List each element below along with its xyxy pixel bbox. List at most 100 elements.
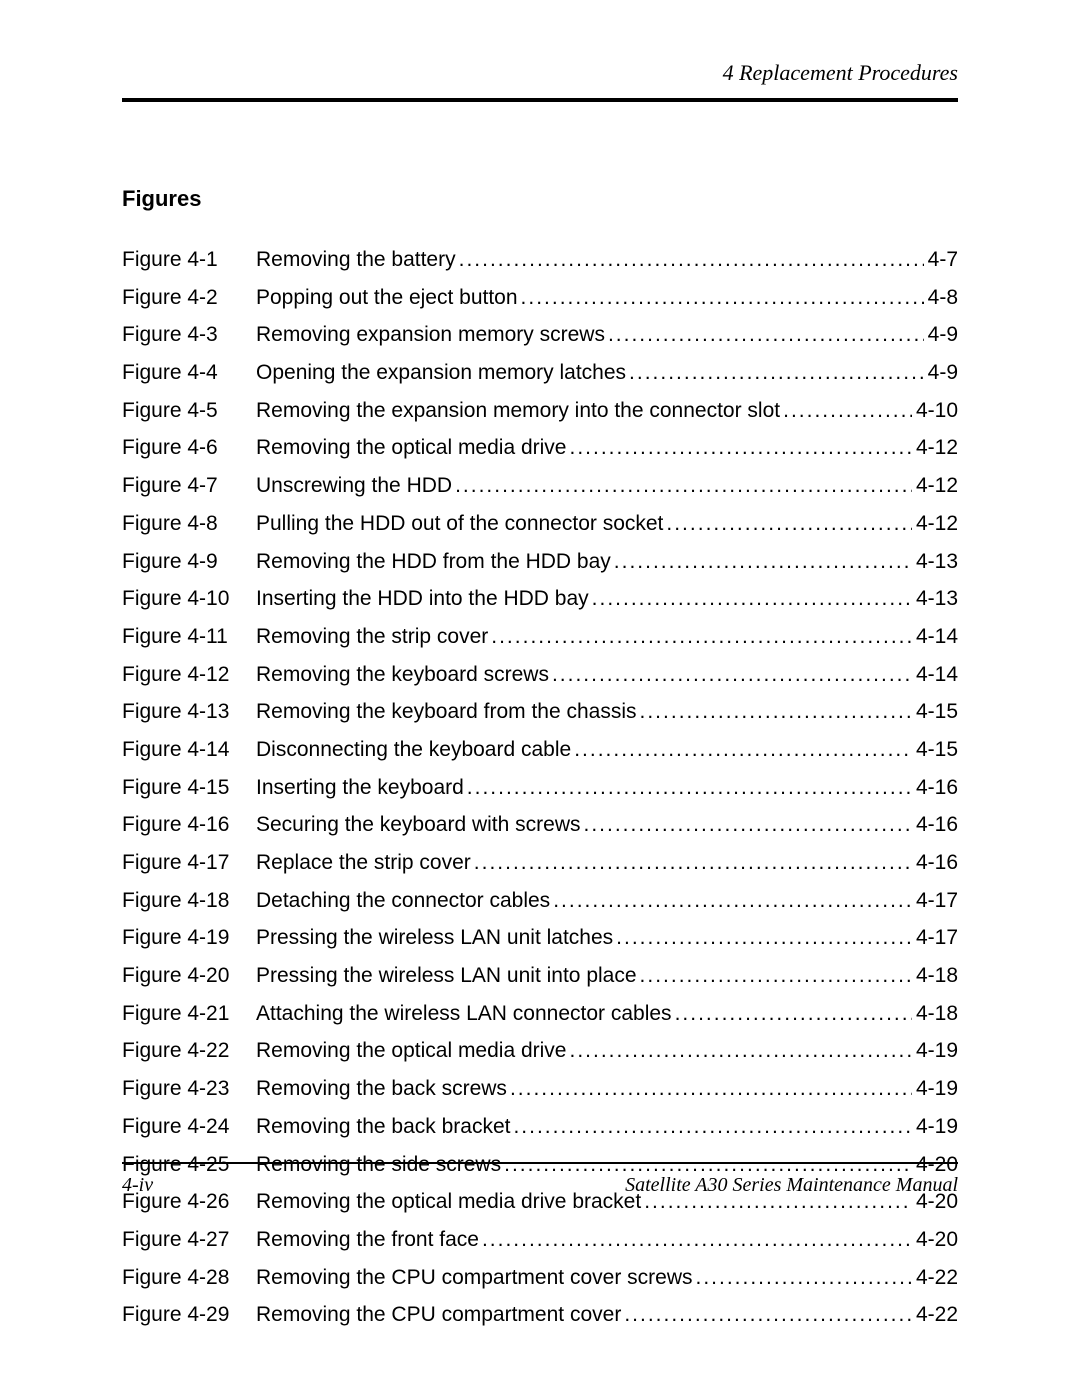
toc-leader-dots xyxy=(471,851,912,875)
toc-leader-dots xyxy=(452,474,912,498)
toc-page-number: 4-14 xyxy=(912,663,958,687)
toc-page-number: 4-15 xyxy=(912,700,958,724)
toc-figure-label: Figure 4-5 xyxy=(122,399,256,423)
toc-row: Figure 4-27Removing the front face4-20 xyxy=(122,1228,958,1252)
toc-figure-title: Inserting the keyboard xyxy=(256,776,464,800)
toc-leader-dots xyxy=(456,248,924,272)
toc-page-number: 4-14 xyxy=(912,625,958,649)
toc-figure-title: Removing the optical media drive xyxy=(256,1039,567,1063)
toc-figure-title: Removing the strip cover xyxy=(256,625,488,649)
toc-figure-title: Unscrewing the HDD xyxy=(256,474,452,498)
toc-figure-label: Figure 4-16 xyxy=(122,813,256,837)
toc-leader-dots xyxy=(663,512,912,536)
toc-page-number: 4-16 xyxy=(912,776,958,800)
toc-row: Figure 4-18Detaching the connector cable… xyxy=(122,889,958,913)
toc-figure-title: Removing the HDD from the HDD bay xyxy=(256,550,611,574)
toc-figure-label: Figure 4-27 xyxy=(122,1228,256,1252)
toc-figure-label: Figure 4-20 xyxy=(122,964,256,988)
toc-figure-title: Removing the expansion memory into the c… xyxy=(256,399,780,423)
toc-page-number: 4-16 xyxy=(912,851,958,875)
toc-figure-title: Pressing the wireless LAN unit latches xyxy=(256,926,613,950)
toc-leader-dots xyxy=(571,738,912,762)
toc-figure-title: Pressing the wireless LAN unit into plac… xyxy=(256,964,637,988)
toc-page-number: 4-9 xyxy=(924,323,958,347)
toc-leader-dots xyxy=(605,323,924,347)
toc-row: Figure 4-3Removing expansion memory scre… xyxy=(122,323,958,347)
toc-page-number: 4-13 xyxy=(912,587,958,611)
toc-figure-title: Disconnecting the keyboard cable xyxy=(256,738,571,762)
toc-leader-dots xyxy=(581,813,912,837)
toc-figure-label: Figure 4-19 xyxy=(122,926,256,950)
toc-leader-dots xyxy=(567,436,912,460)
toc-row: Figure 4-13Removing the keyboard from th… xyxy=(122,700,958,724)
toc-figure-title: Popping out the eject button xyxy=(256,286,518,310)
toc-page-number: 4-12 xyxy=(912,512,958,536)
toc-row: Figure 4-7Unscrewing the HDD4-12 xyxy=(122,474,958,498)
toc-leader-dots xyxy=(464,776,912,800)
toc-figure-label: Figure 4-17 xyxy=(122,851,256,875)
toc-row: Figure 4-23Removing the back screws4-19 xyxy=(122,1077,958,1101)
toc-page-number: 4-16 xyxy=(912,813,958,837)
figures-heading: Figures xyxy=(122,186,958,212)
toc-leader-dots xyxy=(613,926,912,950)
page-footer: 4-iv Satellite A30 Series Maintenance Ma… xyxy=(122,1162,958,1197)
toc-figure-label: Figure 4-13 xyxy=(122,700,256,724)
toc-page-number: 4-12 xyxy=(912,436,958,460)
toc-row: Figure 4-22Removing the optical media dr… xyxy=(122,1039,958,1063)
toc-figure-label: Figure 4-29 xyxy=(122,1303,256,1327)
toc-row: Figure 4-9Removing the HDD from the HDD … xyxy=(122,550,958,574)
toc-leader-dots xyxy=(507,1077,912,1101)
footer-page-number: 4-iv xyxy=(122,1174,153,1197)
toc-row: Figure 4-28Removing the CPU compartment … xyxy=(122,1266,958,1290)
toc-leader-dots xyxy=(589,587,912,611)
toc-leader-dots xyxy=(510,1115,912,1139)
toc-leader-dots xyxy=(550,889,912,913)
toc-leader-dots xyxy=(780,399,912,423)
toc-figure-title: Pulling the HDD out of the connector soc… xyxy=(256,512,663,536)
toc-row: Figure 4-15Inserting the keyboard4-16 xyxy=(122,776,958,800)
toc-figure-label: Figure 4-10 xyxy=(122,587,256,611)
toc-row: Figure 4-8Pulling the HDD out of the con… xyxy=(122,512,958,536)
toc-row: Figure 4-12Removing the keyboard screws4… xyxy=(122,663,958,687)
toc-figure-label: Figure 4-28 xyxy=(122,1266,256,1290)
toc-leader-dots xyxy=(611,550,912,574)
toc-figure-label: Figure 4-21 xyxy=(122,1002,256,1026)
page: 4 Replacement Procedures Figures Figure … xyxy=(0,0,1080,1397)
toc-page-number: 4-20 xyxy=(912,1228,958,1252)
toc-leader-dots xyxy=(692,1266,911,1290)
toc-page-number: 4-10 xyxy=(912,399,958,423)
toc-figure-title: Attaching the wireless LAN connector cab… xyxy=(256,1002,672,1026)
toc-page-number: 4-18 xyxy=(912,964,958,988)
toc-row: Figure 4-14Disconnecting the keyboard ca… xyxy=(122,738,958,762)
toc-row: Figure 4-24Removing the back bracket 4-19 xyxy=(122,1115,958,1139)
toc-leader-dots xyxy=(672,1002,912,1026)
toc-page-number: 4-17 xyxy=(912,926,958,950)
toc-row: Figure 4-16Securing the keyboard with sc… xyxy=(122,813,958,837)
toc-page-number: 4-7 xyxy=(924,248,958,272)
toc-figure-title: Removing expansion memory screws xyxy=(256,323,605,347)
toc-figure-title: Securing the keyboard with screws xyxy=(256,813,581,837)
toc-row: Figure 4-5Removing the expansion memory … xyxy=(122,399,958,423)
toc-row: Figure 4-29Removing the CPU compartment … xyxy=(122,1303,958,1327)
toc-row: Figure 4-10Inserting the HDD into the HD… xyxy=(122,587,958,611)
toc-row: Figure 4-20Pressing the wireless LAN uni… xyxy=(122,964,958,988)
toc-page-number: 4-18 xyxy=(912,1002,958,1026)
toc-leader-dots xyxy=(621,1303,912,1327)
toc-figure-label: Figure 4-14 xyxy=(122,738,256,762)
toc-figure-title: Inserting the HDD into the HDD bay xyxy=(256,587,589,611)
toc-row: Figure 4-19Pressing the wireless LAN uni… xyxy=(122,926,958,950)
toc-page-number: 4-8 xyxy=(924,286,958,310)
toc-page-number: 4-13 xyxy=(912,550,958,574)
toc-row: Figure 4-4Opening the expansion memory l… xyxy=(122,361,958,385)
toc-leader-dots xyxy=(479,1228,912,1252)
toc-figure-title: Removing the back screws xyxy=(256,1077,507,1101)
toc-figure-label: Figure 4-3 xyxy=(122,323,256,347)
toc-page-number: 4-19 xyxy=(912,1115,958,1139)
toc-figure-title: Detaching the connector cables xyxy=(256,889,550,913)
toc-figure-title: Removing the back bracket xyxy=(256,1115,510,1139)
toc-leader-dots xyxy=(488,625,912,649)
toc-figure-label: Figure 4-18 xyxy=(122,889,256,913)
toc-figure-label: Figure 4-24 xyxy=(122,1115,256,1139)
toc-figure-label: Figure 4-7 xyxy=(122,474,256,498)
toc-leader-dots xyxy=(637,964,912,988)
